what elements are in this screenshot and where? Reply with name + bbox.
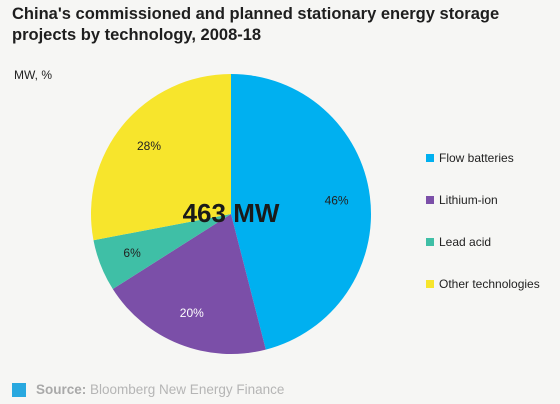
legend-swatch-lead-acid: [426, 238, 434, 246]
pie-slice-lithium-ion: [112, 214, 266, 355]
slice-label-flow-batteries: 46%: [325, 194, 349, 208]
slice-label-lithium-ion: 20%: [180, 306, 204, 320]
legend-swatch-lithium-ion: [426, 196, 434, 204]
source-text: Bloomberg New Energy Finance: [86, 382, 285, 397]
legend-label-lithium-ion: Lithium-ion: [439, 193, 498, 207]
center-total-label: 463 MW: [183, 198, 280, 228]
pie-slice-flow-batteries: [231, 74, 371, 350]
legend-swatch-flow-batteries: [426, 154, 434, 162]
slice-label-lead-acid: 6%: [123, 246, 141, 260]
legend-label-lead-acid: Lead acid: [439, 235, 492, 249]
pie-slice-lead-acid: [93, 214, 231, 290]
pie-slice-other-technologies: [91, 74, 231, 241]
source-label: Source:: [36, 382, 87, 397]
slice-label-other-technologies: 28%: [137, 139, 161, 153]
legend: Flow batteries Lithium-ion Lead acid Oth…: [426, 148, 556, 316]
legend-label-other-technologies: Other technologies: [439, 277, 540, 291]
legend-item-other-technologies: Other technologies: [426, 274, 556, 294]
legend-item-lithium-ion: Lithium-ion: [426, 190, 556, 210]
source-accent-bar: [12, 383, 26, 397]
chart-title: China's commissioned and planned station…: [12, 5, 500, 44]
legend-label-flow-batteries: Flow batteries: [439, 151, 514, 165]
legend-swatch-other-technologies: [426, 280, 434, 288]
source-note: Source: Bloomberg New Energy Finance: [36, 381, 284, 399]
legend-item-flow-batteries: Flow batteries: [426, 148, 556, 168]
unit-label: MW, %: [14, 68, 52, 82]
legend-item-lead-acid: Lead acid: [426, 232, 556, 252]
